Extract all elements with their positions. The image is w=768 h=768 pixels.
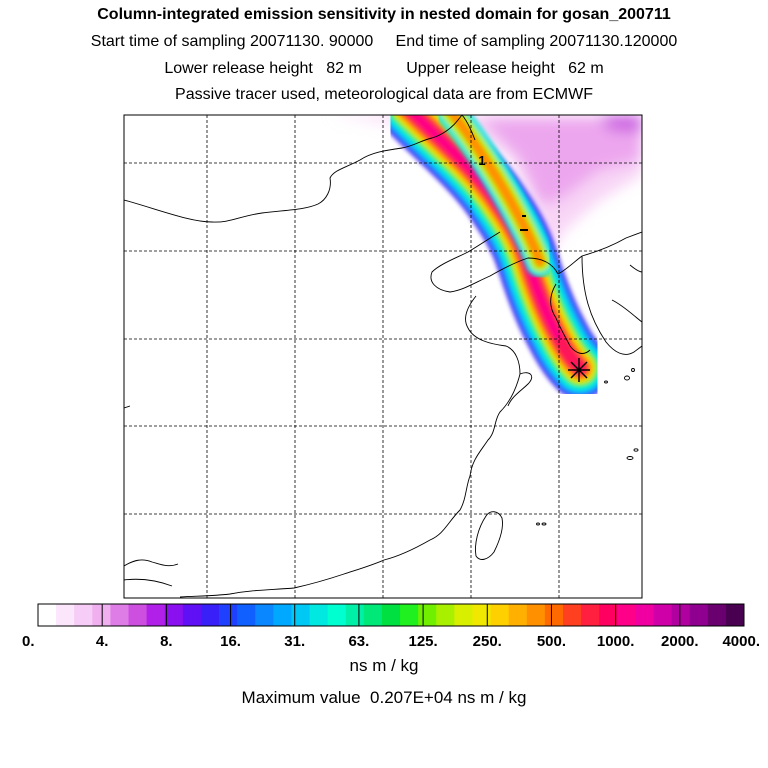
colorbar-swatch <box>255 604 274 626</box>
colorbar-tick-label: 0. <box>22 633 35 650</box>
colorbar-tick-label: 4. <box>96 633 109 650</box>
colorbar-swatch <box>689 604 709 626</box>
colorbar-swatch <box>327 604 347 626</box>
colorbar-ticks: 0. 4. 8. 16. 31. 63. 125. 250. 500. 1000. 2000. 400… <box>22 604 760 650</box>
colorbar-swatch <box>164 604 184 626</box>
colorbar-tick-label: 1000. <box>597 633 635 650</box>
colorbar-swatch <box>381 604 401 626</box>
gridlines <box>124 115 642 598</box>
release-site-star-icon <box>568 358 590 382</box>
colorbar-swatch <box>56 604 75 626</box>
colorbar-swatch <box>182 604 202 626</box>
colorbar-frame <box>37 603 745 627</box>
colorbar-swatch <box>146 604 166 626</box>
colorbar-swatch <box>273 604 292 626</box>
plume-upper-branch <box>434 115 555 277</box>
colorbar-swatch <box>671 604 691 626</box>
colorbar-swatch <box>110 604 130 626</box>
colorbar <box>37 603 745 627</box>
colorbar-tick-label: 250. <box>473 633 502 650</box>
max-value-label: Maximum value 0.207E+04 ns m / kg <box>241 688 527 707</box>
plume-label: 1 <box>478 153 485 168</box>
colorbar-swatch <box>544 604 564 626</box>
colorbar-tick-label: 2000. <box>661 633 699 650</box>
colorbar-swatch <box>237 604 256 626</box>
units-label: ns m / kg <box>349 656 419 675</box>
colorbar-swatch <box>526 604 546 626</box>
colorbar-swatch <box>38 604 57 626</box>
colorbar-swatch <box>599 604 618 626</box>
small-islands <box>536 368 639 526</box>
coastlines <box>124 115 642 598</box>
colorbar-swatch <box>92 604 111 626</box>
plume-tick-marks <box>520 215 528 231</box>
colorbar-swatch <box>309 604 329 626</box>
colorbar-swatch <box>562 604 582 626</box>
colorbar-swatch <box>128 604 148 626</box>
colorbar-swatch <box>508 604 528 626</box>
colorbar-tick-label: 4000. <box>722 633 760 650</box>
colorbar-swatch <box>725 604 745 626</box>
colorbar-tick-label: 63. <box>348 633 369 650</box>
colorbar-tick-label: 125. <box>408 633 437 650</box>
colorbar-swatch <box>581 604 600 626</box>
colorbar-swatch <box>436 604 455 626</box>
colorbar-swatch <box>472 604 492 626</box>
map-frame <box>123 114 643 599</box>
colorbar-tick-label: 8. <box>160 633 173 650</box>
colorbar-swatch <box>363 604 383 626</box>
colorbar-swatch <box>653 604 673 626</box>
colorbar-tick-label: 16. <box>220 633 241 650</box>
colorbar-swatch <box>219 604 238 626</box>
colorbar-swatch <box>200 604 220 626</box>
colorbar-tick-label: 500. <box>537 633 566 650</box>
colorbar-swatch <box>490 604 510 626</box>
colorbar-swatch <box>291 604 311 626</box>
colorbar-swatch <box>617 604 636 626</box>
plume-haze <box>330 115 642 262</box>
colorbar-swatch <box>707 604 727 626</box>
colorbar-swatch <box>454 604 473 626</box>
sampling-time-line: Start time of sampling 20071130. 90000 E… <box>90 33 678 50</box>
colorbar-tick-label: 31. <box>284 633 305 650</box>
chart-title: Column-integrated emission sensitivity i… <box>97 6 671 23</box>
colorbar-swatch <box>345 604 365 626</box>
colorbar-swatch <box>400 604 419 626</box>
release-height-line: Lower release height 82 m Upper release … <box>164 60 604 77</box>
plot-area: 1 <box>124 115 642 598</box>
colorbar-swatch <box>74 604 93 626</box>
colorbar-swatch <box>635 604 654 626</box>
colorbar-swatch <box>418 604 437 626</box>
tracer-info-line: Passive tracer used, meteorological data… <box>175 86 593 103</box>
